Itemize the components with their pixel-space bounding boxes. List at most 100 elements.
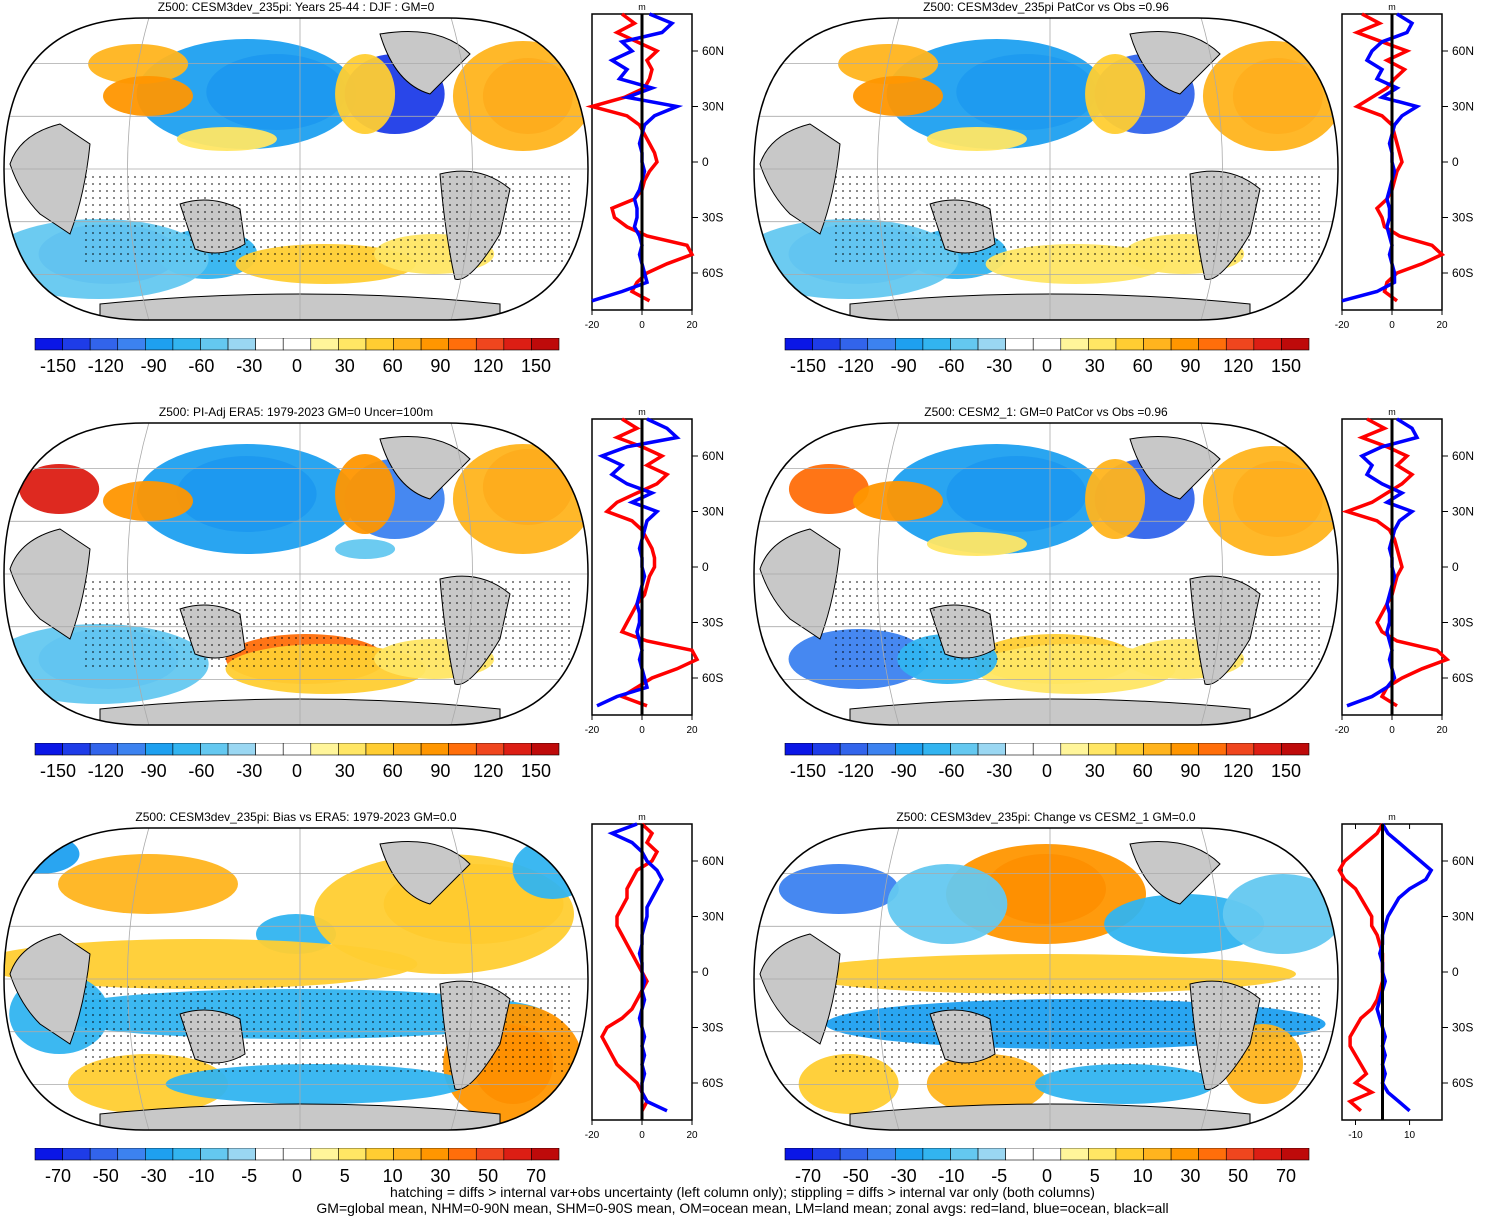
stippling [80, 174, 570, 264]
blue-series-line [596, 417, 681, 708]
colorbar-label: -30 [891, 1166, 917, 1186]
y-tick-label: 60N [1452, 854, 1474, 868]
colorbar-label: -50 [843, 1166, 869, 1186]
panel-title: Z500: CESM2_1: GM=0 PatCor vs Obs =0.96 [924, 405, 1168, 419]
colorbar-label: -90 [891, 761, 917, 781]
colorbar-label: 150 [1271, 761, 1301, 781]
colorbar-label: 90 [430, 761, 450, 781]
y-tick-label: 60N [702, 854, 724, 868]
red-series-line [1337, 823, 1385, 1113]
colorbar-label: -30 [141, 1166, 167, 1186]
colorbar-swatch [1060, 1148, 1089, 1161]
colorbar-label: -90 [891, 356, 917, 376]
colorbar-swatch [255, 338, 284, 351]
colorbar-swatch [448, 338, 477, 351]
x-axis-label: m [638, 812, 646, 822]
x-tick-label: 20 [686, 725, 698, 736]
map-plot [3, 17, 589, 321]
colorbar-swatch [922, 1148, 951, 1161]
colorbar-label: 0 [292, 761, 302, 781]
map-plot [3, 827, 589, 1131]
colorbar-swatch [448, 1148, 477, 1161]
colorbar-swatch [200, 338, 229, 351]
colorbar-label: 120 [473, 761, 503, 781]
colorbar-swatch [393, 338, 422, 351]
colorbar-swatch [1225, 1148, 1255, 1161]
colorbar-swatch [1060, 338, 1089, 351]
panel-title: Z500: CESM3dev_235pi PatCor vs Obs =0.96 [923, 0, 1169, 14]
colorbar-swatch [839, 338, 869, 351]
anomaly-region [853, 76, 943, 116]
stippling [830, 579, 1320, 669]
colorbar-swatch [812, 338, 841, 351]
colorbar-label: 150 [1271, 356, 1301, 376]
colorbar-swatch [365, 743, 394, 756]
colorbar-swatch [839, 743, 869, 756]
colorbar-swatch [89, 338, 119, 351]
anomaly-region [853, 481, 943, 521]
colorbar-swatch [475, 1148, 505, 1161]
anomaly-region [335, 54, 396, 134]
y-tick-label: 30N [1452, 100, 1474, 114]
land-mass [379, 436, 471, 500]
colorbar-swatch [365, 1148, 394, 1161]
y-tick-label: 0 [702, 155, 709, 169]
colorbar-swatch [1088, 338, 1117, 351]
colorbar-swatch [1060, 743, 1089, 756]
blue-series-line [1341, 12, 1422, 303]
colorbar-label: 30 [1085, 356, 1105, 376]
colorbar-label: -60 [938, 356, 964, 376]
colorbar-swatch [117, 338, 146, 351]
colorbar-label: 5 [340, 1166, 350, 1186]
colorbar-swatch [531, 743, 560, 756]
anomaly-region [136, 444, 357, 554]
x-axis-label: m [1388, 407, 1396, 417]
colorbar-swatch [117, 1148, 146, 1161]
anomaly-region [887, 864, 1008, 944]
colorbar-swatch [1115, 338, 1144, 351]
colorbar-swatch [839, 1148, 869, 1161]
map-plot [753, 422, 1339, 726]
colorbar-swatch [145, 1148, 174, 1161]
zonal-profile: m -20 0 20 60N 30N 0 30S 60S [585, 812, 724, 1141]
colorbar-swatch [1170, 1148, 1199, 1161]
colorbar-label: 0 [292, 1166, 302, 1186]
colorbar-swatch [1198, 743, 1227, 756]
anomaly-region [1085, 54, 1146, 134]
colorbar-swatch [62, 1148, 91, 1161]
colorbar-swatch [338, 743, 367, 756]
colorbar-swatch [1005, 338, 1034, 351]
colorbar-label: 0 [292, 356, 302, 376]
colorbar-label: 10 [1133, 1166, 1153, 1186]
y-tick-label: 30S [1452, 211, 1473, 225]
anomaly-region [314, 854, 574, 974]
anomaly-region [1202, 41, 1338, 151]
anomaly-region [886, 39, 1107, 149]
colorbar-swatch [1253, 338, 1282, 351]
colorbar-swatch [895, 743, 924, 756]
panel-4: Z500: CESM2_1: GM=0 PatCor vs Obs =0.96 m… [750, 405, 1485, 810]
stippling [80, 579, 570, 669]
colorbar-label: -10 [938, 1166, 964, 1186]
colorbar-swatch [503, 1148, 532, 1161]
panel-title: Z500: CESM3dev_235pi: Years 25-44 : DJF … [157, 0, 435, 14]
zonal-profile: m -20 0 20 60N 30N 0 30S 60S [585, 407, 724, 736]
colorbar-label: 150 [521, 761, 551, 781]
colorbar-swatch [1143, 1148, 1172, 1161]
y-tick-label: 0 [702, 965, 709, 979]
colorbar-label: 70 [526, 1166, 546, 1186]
anomaly-region [19, 464, 100, 514]
colorbar: -70 -50 -30 -10 -5 0 5 10 30 50 70 [784, 1148, 1310, 1186]
colorbar-label: -60 [188, 761, 214, 781]
anomaly-region [886, 444, 1107, 554]
colorbar-swatch [503, 743, 532, 756]
colorbar-swatch [200, 1148, 229, 1161]
map-plot [3, 422, 589, 726]
y-tick-label: 30N [1452, 505, 1474, 519]
colorbar-label: 50 [1228, 1166, 1248, 1186]
colorbar: -70 -50 -30 -10 -5 0 5 10 30 50 70 [34, 1148, 560, 1186]
colorbar-label: -30 [236, 761, 262, 781]
y-tick-label: 30S [1452, 616, 1473, 630]
anomaly-region [788, 464, 869, 514]
colorbar-swatch [227, 338, 256, 351]
